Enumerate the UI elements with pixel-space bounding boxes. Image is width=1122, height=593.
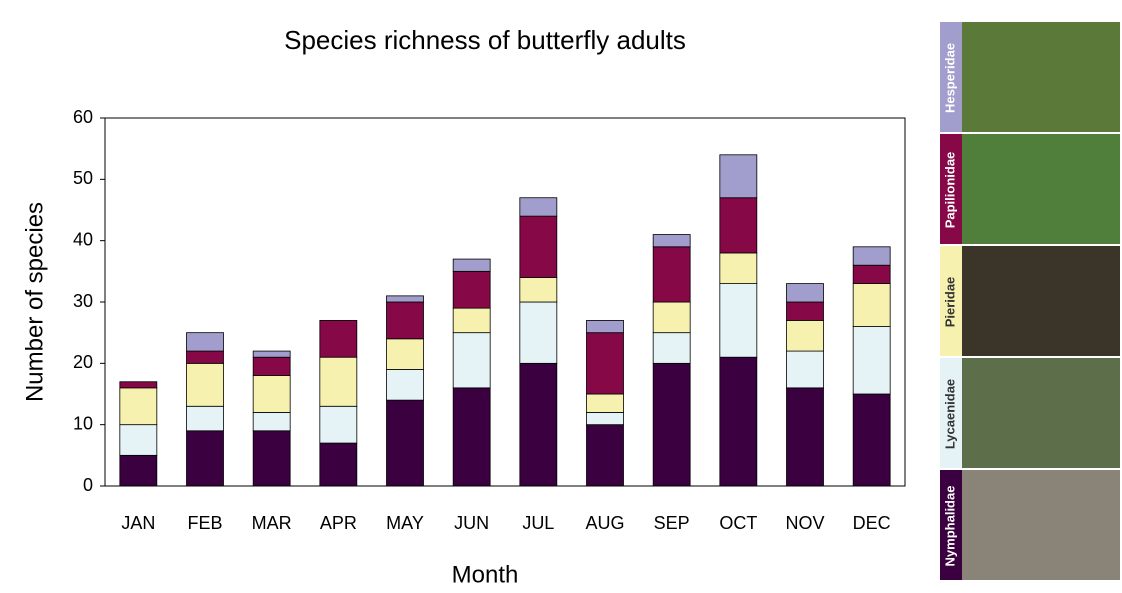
x-tick-label: NOV bbox=[785, 513, 824, 533]
bar-segment bbox=[852, 264, 891, 285]
y-tick-label: 20 bbox=[73, 352, 93, 372]
x-tick-label: SEP bbox=[654, 513, 690, 533]
y-tick-label: 40 bbox=[73, 229, 93, 249]
bar-segment bbox=[386, 369, 424, 401]
bar-segment bbox=[319, 319, 358, 358]
bar-segment bbox=[586, 393, 624, 413]
legend-label: Nymphalidae bbox=[942, 486, 957, 567]
legend-swatch bbox=[940, 358, 962, 468]
bar-segment bbox=[186, 430, 224, 487]
bar-segment bbox=[452, 270, 491, 309]
legend-photo bbox=[962, 246, 1120, 356]
bar-segment bbox=[852, 246, 891, 266]
bar-segment bbox=[386, 338, 424, 370]
bar-segment bbox=[119, 381, 158, 389]
x-tick-label: DEC bbox=[853, 513, 891, 533]
bar-segment bbox=[786, 283, 824, 303]
bar-segment bbox=[386, 301, 424, 340]
bar-segment bbox=[786, 387, 824, 487]
x-tick-label: APR bbox=[320, 513, 357, 533]
bar-segment bbox=[452, 258, 491, 272]
bar-segment bbox=[786, 350, 824, 389]
legend-photo bbox=[962, 134, 1120, 244]
bar-segment bbox=[319, 356, 358, 407]
x-axis-label: Month bbox=[452, 561, 519, 588]
bar-segment bbox=[586, 424, 624, 487]
bar-segment bbox=[252, 411, 291, 432]
legend-photo bbox=[962, 358, 1120, 468]
bar-segment bbox=[719, 197, 758, 254]
bar-segment bbox=[252, 430, 291, 487]
bar-segment bbox=[652, 332, 691, 364]
chart-title: Species richness of butterfly adults bbox=[284, 25, 686, 55]
y-tick-label: 10 bbox=[73, 413, 93, 433]
bar-segment bbox=[852, 283, 891, 327]
y-tick-label: 0 bbox=[83, 475, 93, 495]
x-tick-label: MAR bbox=[252, 513, 292, 533]
bar-segment bbox=[786, 319, 824, 352]
bar-segment bbox=[186, 332, 224, 352]
bar-segment bbox=[452, 307, 491, 334]
legend-swatch bbox=[940, 134, 962, 244]
legend-label: Papilionidae bbox=[942, 152, 957, 229]
bar-segment bbox=[252, 356, 291, 377]
bar-segment bbox=[319, 442, 358, 487]
bar-segment bbox=[719, 283, 758, 358]
bar-segment bbox=[652, 246, 691, 303]
legend-label: Pieridae bbox=[942, 277, 957, 328]
x-tick-label: FEB bbox=[187, 513, 222, 533]
legend-swatch bbox=[940, 22, 962, 132]
bar-segment bbox=[386, 295, 424, 303]
bar-segment bbox=[186, 405, 224, 432]
bar-segment bbox=[452, 332, 491, 389]
x-tick-label: JUN bbox=[454, 513, 489, 533]
legend-label: Lycaenidae bbox=[942, 379, 957, 449]
legend-label: Hesperidae bbox=[942, 43, 957, 113]
y-tick-label: 60 bbox=[73, 107, 93, 127]
bar-segment bbox=[719, 252, 758, 285]
bar-segment bbox=[519, 197, 558, 217]
bar-segment bbox=[719, 356, 758, 487]
bar-segment bbox=[119, 387, 158, 426]
bar-segment bbox=[452, 387, 491, 487]
x-tick-label: JUL bbox=[522, 513, 554, 533]
bar-segment bbox=[719, 154, 758, 199]
bar-segment bbox=[652, 301, 691, 334]
plot-frame bbox=[104, 117, 906, 487]
bar-segment bbox=[119, 454, 158, 487]
bar-segment bbox=[519, 301, 558, 364]
y-tick-label: 50 bbox=[73, 168, 93, 188]
legend-photo bbox=[962, 22, 1120, 132]
bar-segment bbox=[252, 350, 291, 358]
y-axis-label: Number of species bbox=[21, 202, 48, 402]
bar-segment bbox=[252, 375, 291, 413]
bar-segment bbox=[786, 301, 824, 321]
bar-segment bbox=[186, 350, 224, 364]
bar-segment bbox=[519, 215, 558, 278]
bar-segment bbox=[652, 362, 691, 487]
bar-segment bbox=[586, 332, 624, 395]
bar-segment bbox=[852, 326, 891, 395]
bar-segment bbox=[519, 362, 558, 487]
x-tick-label: JAN bbox=[121, 513, 155, 533]
legend-swatch bbox=[940, 246, 962, 356]
bar-segment bbox=[652, 234, 691, 248]
bar-segment bbox=[186, 362, 224, 407]
bar-segment bbox=[852, 393, 891, 487]
x-tick-label: OCT bbox=[719, 513, 757, 533]
x-tick-label: AUG bbox=[585, 513, 624, 533]
bar-segment bbox=[119, 424, 158, 456]
bar-segment bbox=[386, 399, 424, 487]
x-tick-label: MAY bbox=[386, 513, 424, 533]
legend-photo bbox=[962, 470, 1120, 580]
y-tick-label: 30 bbox=[73, 291, 93, 311]
legend-swatch bbox=[940, 470, 962, 580]
bar-segment bbox=[586, 319, 624, 334]
bar-segment bbox=[319, 405, 358, 444]
bar-segment bbox=[519, 277, 558, 303]
bar-segment bbox=[586, 411, 624, 426]
